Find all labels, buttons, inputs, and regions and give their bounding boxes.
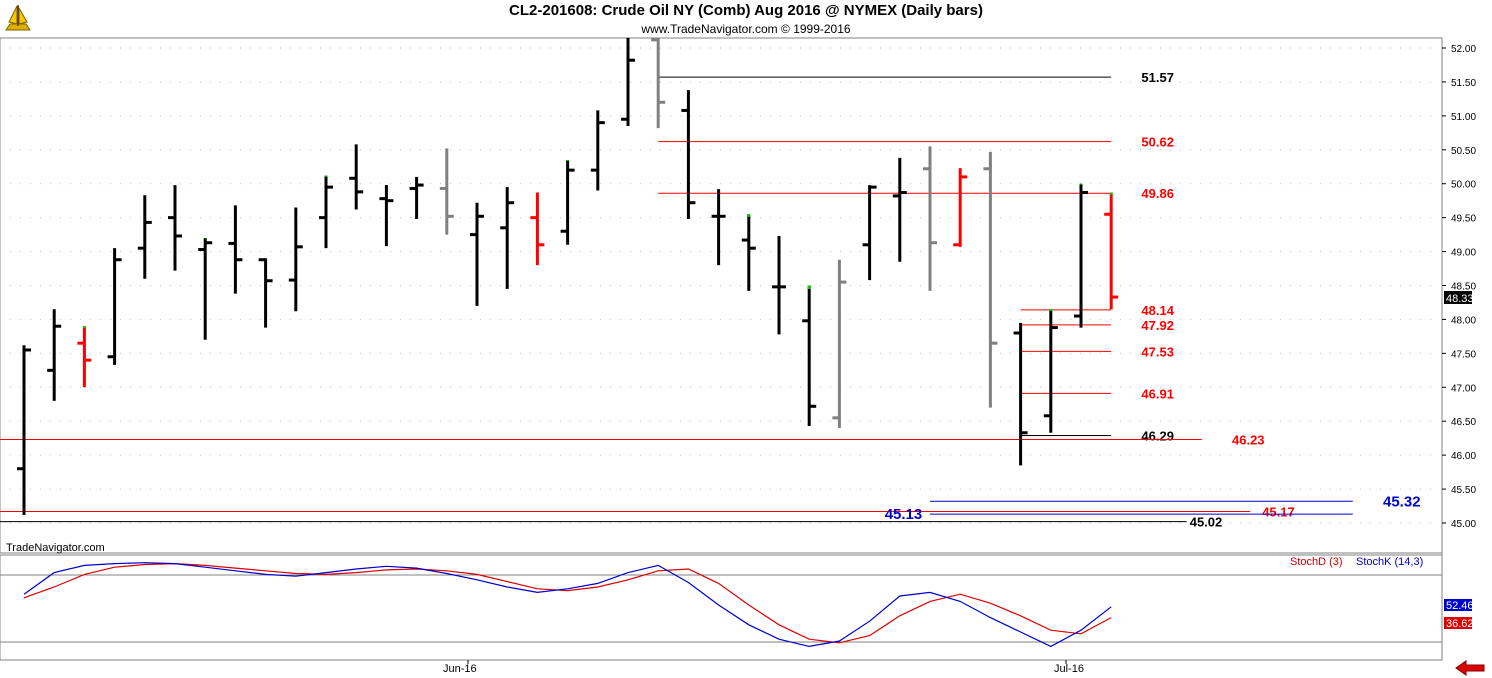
level-label: 46.91 — [1141, 386, 1174, 401]
price-tick-label: 50.50 — [1451, 146, 1476, 157]
date-label-jun: Jun-16 — [443, 663, 477, 675]
level-label: 51.57 — [1141, 70, 1174, 85]
chart-title: CL2-201608: Crude Oil NY (Comb) Aug 2016… — [509, 2, 983, 19]
stoch-d-value: 36.62 — [1446, 618, 1474, 630]
level-label: 49.86 — [1141, 186, 1174, 201]
last-price-label: 48.33 — [1446, 293, 1474, 305]
price-tick-label: 48.50 — [1451, 282, 1476, 293]
watermark: TradeNavigator.com — [6, 542, 105, 554]
scroll-left-arrow-icon[interactable] — [1454, 660, 1486, 676]
price-tick-label: 51.50 — [1451, 78, 1476, 89]
level-label: 47.92 — [1141, 318, 1174, 333]
price-tick-label: 46.50 — [1451, 417, 1476, 428]
level-label: 45.17 — [1262, 504, 1295, 519]
level-label: 47.53 — [1141, 344, 1174, 359]
level-label: 46.29 — [1141, 428, 1174, 443]
price-tick-label: 46.00 — [1451, 451, 1476, 462]
level-label: 48.14 — [1141, 303, 1174, 318]
chart-subtitle: www.TradeNavigator.com © 1999-2016 — [641, 22, 851, 36]
stoch-k-value: 52.46 — [1446, 600, 1474, 612]
price-tick-label: 50.00 — [1451, 180, 1476, 191]
ohlc-bars — [17, 37, 1119, 515]
price-panel-border — [0, 37, 1443, 554]
stoch-k-value-box — [1444, 599, 1472, 611]
level-label: 45.32 — [1383, 493, 1421, 510]
price-tick-label: 48.00 — [1451, 315, 1476, 326]
price-tick-label: 52.00 — [1451, 44, 1476, 55]
stoch-k-legend: StochK (14,3) — [1356, 556, 1423, 568]
stoch-d-legend: StochD (3) — [1290, 556, 1343, 568]
price-tick-label: 45.50 — [1451, 485, 1476, 496]
price-tick-label: 45.00 — [1451, 519, 1476, 530]
stochastic-panel-border — [0, 554, 1443, 661]
level-label: 46.23 — [1232, 433, 1265, 448]
stoch-d-line — [23, 562, 1112, 644]
last-price-box — [1444, 291, 1472, 304]
price-tick-label: 47.00 — [1451, 383, 1476, 394]
stochastic-lines — [23, 562, 1112, 648]
price-tick-label: 49.50 — [1451, 214, 1476, 225]
level-label: 45.02 — [1190, 515, 1223, 530]
level-label: 45.13 — [885, 506, 923, 523]
stoch-d-value-box — [1444, 617, 1472, 629]
price-tick-label: 49.00 — [1451, 248, 1476, 259]
price-axis-ticks: 52.00 51.50 51.00 50.50 50.00 49.50 49.00 48.50… — [1442, 44, 1476, 530]
price-tick-label: 51.00 — [1451, 112, 1476, 123]
stoch-k-line — [23, 562, 1112, 648]
grid-dots — [0, 47, 1440, 524]
level-label: 50.62 — [1141, 135, 1174, 150]
date-label-jul: Jul-16 — [1054, 663, 1084, 675]
price-tick-label: 47.50 — [1451, 349, 1476, 360]
navigator-logo-icon — [5, 5, 31, 31]
